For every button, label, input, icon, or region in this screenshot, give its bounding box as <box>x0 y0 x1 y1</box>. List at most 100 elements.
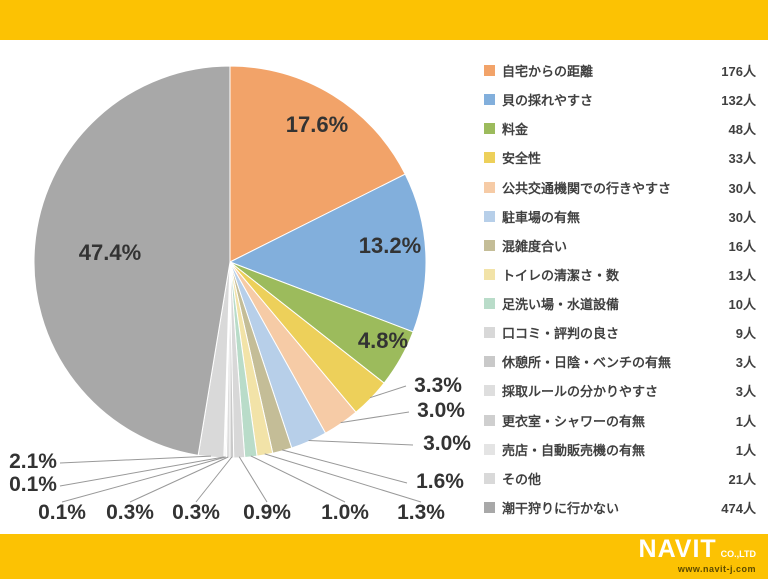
legend-row: 安全性 33人 <box>484 144 756 171</box>
pie-percent-label: 0.1% <box>38 501 86 524</box>
legend-label: 売店・自動販売機の有無 <box>502 442 646 458</box>
legend-row: 料金 48人 <box>484 115 756 142</box>
pie-percent-label: 3.3% <box>414 374 462 397</box>
pie-chart: 17.6%13.2%4.8%3.3%3.0%3.0%1.6%1.3%1.0%0.… <box>9 65 471 524</box>
pie-percent-label: 13.2% <box>359 233 421 258</box>
pie-percent-label: 2.1% <box>9 450 57 473</box>
legend-row: その他 21人 <box>484 465 756 492</box>
leader-line <box>308 440 414 446</box>
legend-label: 自宅からの距離 <box>502 64 594 79</box>
legend-count: 21人 <box>728 471 756 487</box>
pie-percent-label: 4.8% <box>358 328 408 353</box>
legend-row: 公共交通機関での行きやすさ 30人 <box>484 174 756 201</box>
legend-count: 176人 <box>721 64 756 79</box>
leader-line <box>250 455 346 503</box>
navit-logo: NAVIT CO.,LTD www.navit-j.com <box>639 537 756 574</box>
legend-swatch <box>484 181 495 193</box>
legend-label: 料金 <box>502 122 529 138</box>
legend-count: 10人 <box>728 297 756 312</box>
legend: 自宅からの距離 176人貝の採れやすさ 132人料金 48人安全性 33人公共交通機関で… <box>484 57 756 521</box>
legend-swatch <box>484 65 495 76</box>
legend-count: 132人 <box>721 93 756 109</box>
legend-label: 混雑度合い <box>502 238 568 254</box>
legend-count: 33人 <box>728 151 756 167</box>
legend-count: 30人 <box>728 180 756 196</box>
legend-row: 自宅からの距離 176人 <box>484 57 756 84</box>
leader-line <box>129 456 229 503</box>
legend-swatch <box>484 472 495 484</box>
leader-line <box>264 453 422 503</box>
legend-label: 貝の採れやすさ <box>502 93 594 109</box>
legend-swatch <box>484 152 495 164</box>
legend-label: 駐車場の有無 <box>502 209 581 225</box>
legend-swatch <box>484 298 495 309</box>
legend-label: 潮干狩りに行かない <box>502 500 620 516</box>
legend-label: 休憩所・日陰・ベンチの有無 <box>502 355 672 371</box>
pie-slice <box>33 65 231 456</box>
pie-slice <box>229 65 406 263</box>
legend-label: 安全性 <box>502 151 542 167</box>
pie-percent-label: 3.0% <box>423 432 471 455</box>
legend-row: 貝の採れやすさ 132人 <box>484 86 756 113</box>
leader-line <box>59 455 212 464</box>
pie-percent-label: 1.0% <box>321 501 369 524</box>
legend-label: 採取ルールの分かりやすさ <box>502 384 659 400</box>
legend-count: 474人 <box>721 500 756 516</box>
pie-percent-label: 17.6% <box>286 112 348 137</box>
legend-swatch <box>484 210 495 222</box>
leader-line <box>238 456 268 503</box>
leader-line <box>61 456 226 503</box>
legend-label: 公共交通機関での行きやすさ <box>502 180 672 196</box>
leader-line <box>340 411 410 424</box>
legend-swatch <box>484 414 495 426</box>
legend-swatch <box>484 123 495 135</box>
legend-count: 48人 <box>728 122 756 138</box>
brand-name: NAVIT CO.,LTD <box>638 535 756 563</box>
pie-percent-label: 0.3% <box>172 501 220 524</box>
legend-swatch <box>484 268 495 280</box>
legend-swatch <box>484 94 495 106</box>
legend-count: 30人 <box>728 209 756 225</box>
pie-percent-label: 1.3% <box>397 501 445 524</box>
pie-percent-label: 0.3% <box>106 501 154 524</box>
legend-swatch <box>484 385 495 397</box>
legend-row: 休憩所・日陰・ベンチの有無 3人 <box>484 348 756 375</box>
legend-swatch <box>484 443 495 455</box>
legend-count: 3人 <box>735 355 756 371</box>
legend-count: 13人 <box>728 267 756 283</box>
legend-swatch <box>484 239 495 251</box>
legend-swatch <box>484 501 495 513</box>
bottom-yellow-band: NAVIT CO.,LTD www.navit-j.com <box>0 534 768 579</box>
top-yellow-band <box>0 0 768 40</box>
pie-slice <box>228 173 427 333</box>
legend-row: トイレの清潔さ・数 13人 <box>484 261 756 288</box>
pie-percent-label: 1.6% <box>416 470 464 493</box>
legend-row: 売店・自動販売機の有無 1人 <box>484 436 756 463</box>
legend-label: トイレの清潔さ・数 <box>502 267 620 283</box>
pie-percent-label: 3.0% <box>417 399 465 422</box>
pie-percent-label: 47.4% <box>79 240 141 265</box>
leader-line <box>195 456 233 503</box>
leader-line <box>369 385 407 399</box>
legend-swatch <box>484 356 495 368</box>
legend-label: その他 <box>502 471 542 487</box>
legend-row: 潮干狩りに行かない 474人 <box>484 494 756 521</box>
pie-percent-label: 0.9% <box>243 501 291 524</box>
legend-row: 採取ルールの分かりやすさ 3人 <box>484 377 756 404</box>
legend-count: 3人 <box>735 384 756 400</box>
brand-url: www.navit-j.com <box>677 564 756 574</box>
legend-label: 足洗い場・水道設備 <box>502 297 620 312</box>
legend-swatch <box>484 327 495 339</box>
brand-suffix: CO.,LTD <box>720 549 756 559</box>
leader-line <box>281 449 408 484</box>
leader-line <box>59 456 225 487</box>
legend-row: 口コミ・評判の良さ 9人 <box>484 319 756 346</box>
legend-count: 9人 <box>735 326 756 342</box>
legend-row: 更衣室・シャワーの有無 1人 <box>484 407 756 434</box>
pie-percent-label: 0.1% <box>9 473 57 496</box>
legend-label: 口コミ・評判の良さ <box>502 326 620 342</box>
legend-row: 混雑度合い 16人 <box>484 232 756 259</box>
legend-count: 1人 <box>735 413 756 429</box>
legend-count: 16人 <box>728 238 756 254</box>
legend-row: 足洗い場・水道設備 10人 <box>484 290 756 317</box>
